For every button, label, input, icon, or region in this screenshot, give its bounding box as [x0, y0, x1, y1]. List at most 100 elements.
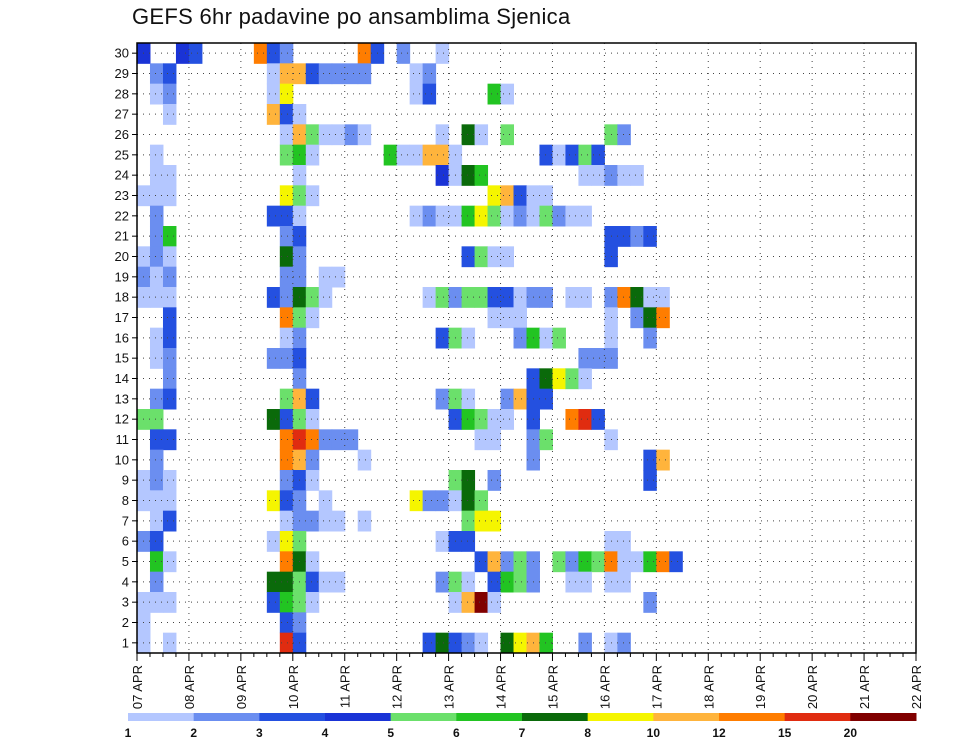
y-tick-label: 22 [115, 208, 129, 223]
heatmap-cell [500, 124, 515, 146]
y-tick-label: 3 [122, 595, 129, 610]
heatmap-cell [643, 287, 657, 308]
x-tick-label: 16 APR [597, 665, 612, 709]
colorbar-segment [193, 713, 260, 721]
heatmap-cell [552, 368, 566, 390]
heatmap-cell [253, 43, 268, 64]
heatmap-cell [305, 409, 320, 430]
colorbar-segment [653, 713, 720, 721]
colorbar-segment [784, 713, 851, 721]
colorbar-label: 20 [844, 726, 858, 740]
colorbar-segment [850, 713, 917, 721]
cells-layer [137, 43, 683, 654]
heatmap-cell [461, 571, 476, 593]
y-tick-label: 16 [115, 330, 129, 345]
y-tick-label: 4 [122, 574, 129, 589]
heatmap-cell [149, 510, 164, 532]
heatmap-cell [578, 551, 592, 573]
heatmap-cell [162, 63, 177, 85]
y-tick-label: 2 [122, 615, 129, 630]
heatmap-cell [578, 571, 592, 593]
heatmap-cell [513, 632, 527, 654]
heatmap-cell [149, 287, 164, 308]
heatmap-cell [552, 144, 566, 166]
x-tick-label: 21 APR [857, 665, 872, 709]
heatmap-cell [565, 144, 579, 166]
heatmap-cell [279, 63, 294, 85]
heatmap-cell [162, 327, 177, 349]
heatmap-cell [318, 124, 333, 146]
y-tick-label: 18 [115, 290, 129, 305]
heatmap-cell [409, 144, 424, 166]
heatmap-cell [656, 287, 670, 308]
heatmap-cell [344, 124, 359, 146]
heatmap-cell [539, 185, 553, 207]
colorbar-label: 5 [387, 726, 394, 740]
heatmap-cell [461, 510, 476, 532]
heatmap-cell [565, 409, 579, 430]
heatmap-cell [422, 63, 437, 85]
x-tick-label: 19 APR [753, 665, 768, 709]
heatmap-cell [149, 571, 164, 593]
heatmap-cell [422, 144, 437, 166]
colorbar-label: 1 [125, 726, 132, 740]
colorbar-label: 8 [584, 726, 591, 740]
heatmap-cell [474, 246, 489, 268]
heatmap-cell [279, 551, 294, 573]
heatmap-cell [565, 205, 579, 227]
heatmap-cell [318, 490, 333, 512]
heatmap-cell [435, 632, 450, 654]
heatmap-cell [162, 632, 177, 654]
heatmap-cell [279, 409, 294, 430]
heatmap-cell [279, 592, 294, 613]
heatmap-cell [643, 551, 657, 573]
x-tick-label: 11 APR [338, 665, 353, 708]
heatmap-cell [162, 429, 177, 451]
heatmap-cell [305, 144, 320, 166]
colorbar-legend: 1 2 3 4 5 6 7 8 10 12 15 20 [125, 713, 917, 740]
heatmap-cell [279, 83, 294, 105]
heatmap-cell [149, 63, 164, 85]
heatmap-cell [396, 43, 411, 64]
heatmap-cell [565, 571, 579, 593]
heatmap-cell [266, 531, 281, 552]
heatmap-cell [318, 63, 333, 85]
heatmap-cell [149, 185, 164, 207]
heatmap-cell [591, 144, 605, 166]
heatmap-cell [474, 510, 489, 532]
heatmap-cell [539, 388, 553, 410]
heatmap-cell [279, 470, 294, 491]
heatmap-cell [539, 287, 553, 308]
heatmap-cell [357, 124, 372, 146]
y-tick-label: 17 [115, 310, 129, 325]
heatmap-cell [279, 388, 294, 410]
heatmap-cell [578, 287, 592, 308]
heatmap-cell [500, 551, 515, 573]
heatmap-cell [331, 124, 346, 146]
heatmap-cell [513, 327, 527, 349]
heatmap-cell [487, 510, 502, 532]
heatmap-cell [149, 409, 164, 430]
colorbar-segment [325, 713, 392, 721]
x-axis: 07 APR 08 APR 09 APR 10 APR 11 APR 12 APR 13 A… [130, 653, 924, 709]
heatmap-cell [162, 266, 177, 288]
heatmap-cell [487, 205, 502, 227]
x-tick-label: 07 APR [130, 665, 145, 709]
y-tick-label: 20 [115, 249, 129, 264]
heatmap-cell [279, 185, 294, 207]
heatmap-cell [513, 551, 527, 573]
heatmap-cell [279, 348, 294, 369]
heatmap-cell [435, 205, 450, 227]
heatmap-cell [318, 287, 333, 308]
heatmap-cell [617, 551, 631, 573]
heatmap-cell [266, 571, 281, 593]
heatmap-cell [279, 490, 294, 512]
heatmap-cell [331, 571, 346, 593]
heatmap-cell [305, 307, 320, 329]
colorbar-label: 15 [778, 726, 792, 740]
heatmap-cell [487, 409, 502, 430]
colorbar-label: 4 [322, 726, 329, 740]
heatmap-cell [435, 327, 450, 349]
heatmap-cell [461, 592, 476, 613]
heatmap-cell [643, 226, 657, 247]
